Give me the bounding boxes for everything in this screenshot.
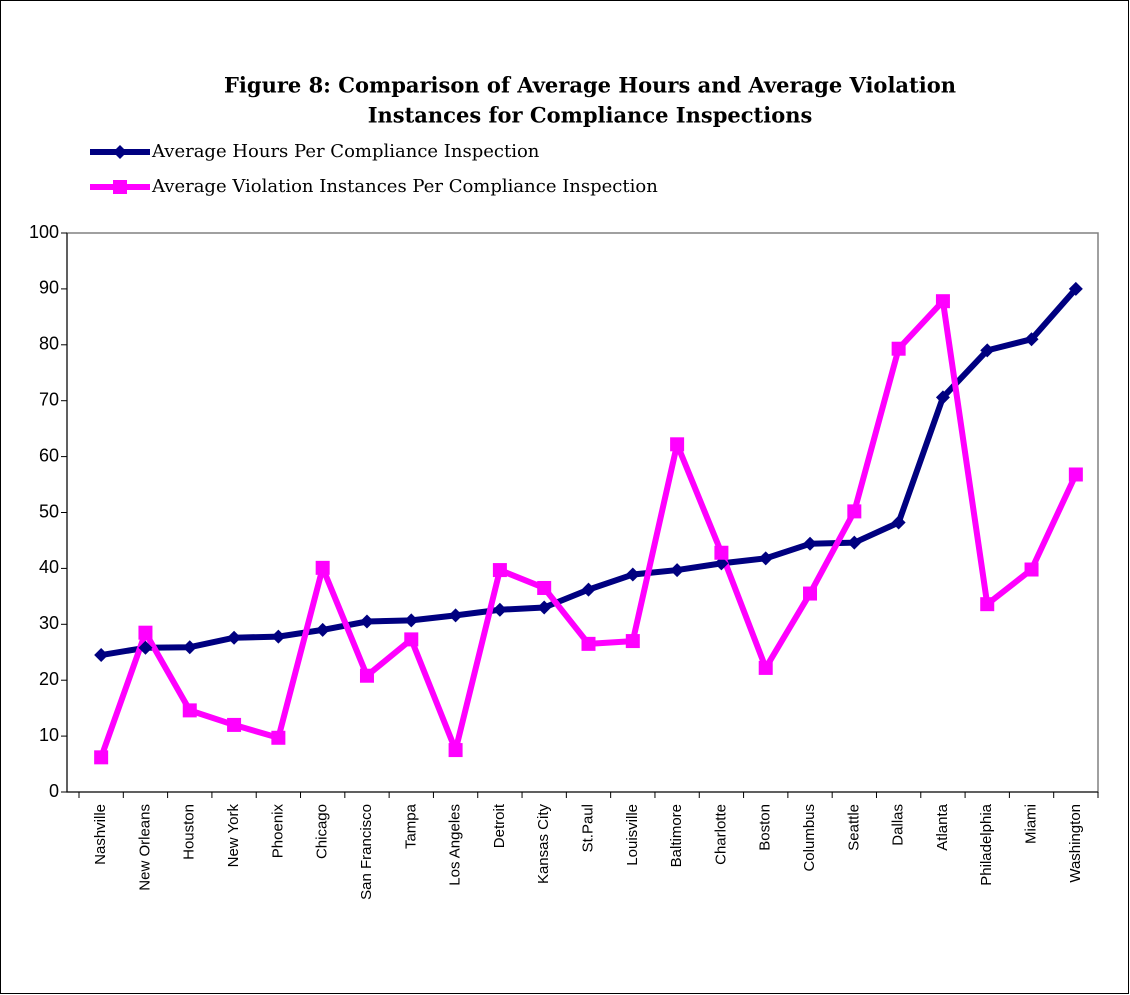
y-tick-label: 90 <box>39 278 59 298</box>
x-tick-label: Chicago <box>314 804 331 859</box>
y-tick-label: 40 <box>39 557 59 577</box>
marker <box>448 743 463 758</box>
x-tick-label: Kansas City <box>535 804 552 885</box>
x-tick-label: Los Angeles <box>447 804 464 886</box>
marker <box>758 551 773 566</box>
marker <box>891 515 906 530</box>
x-tick-label: New Orleans <box>136 804 153 891</box>
marker <box>935 294 950 309</box>
x-tick-label: San Francisco <box>358 804 375 900</box>
marker <box>758 660 773 675</box>
marker <box>891 341 906 356</box>
x-tick-label: Nashville <box>92 804 109 865</box>
marker <box>492 602 507 617</box>
marker <box>315 622 330 637</box>
y-tick-label: 80 <box>39 334 59 354</box>
marker <box>935 390 950 405</box>
marker <box>271 629 286 644</box>
marker <box>803 586 818 601</box>
marker <box>581 636 596 651</box>
x-tick-label: Houston <box>181 804 198 860</box>
marker <box>182 640 197 655</box>
marker <box>625 567 640 582</box>
marker <box>847 504 862 519</box>
legend-marker <box>113 145 127 159</box>
marker <box>1024 332 1039 347</box>
marker <box>803 536 818 551</box>
marker <box>670 563 685 578</box>
x-tick-label: Boston <box>757 804 774 851</box>
marker <box>271 730 286 745</box>
marker <box>359 668 374 683</box>
marker <box>537 580 552 595</box>
marker <box>1024 562 1039 577</box>
x-tick-label: Phoenix <box>269 804 286 859</box>
marker <box>404 613 419 628</box>
marker <box>670 437 685 452</box>
legend-label: Average Violation Instances Per Complian… <box>151 176 658 197</box>
marker <box>714 545 729 560</box>
marker <box>315 560 330 575</box>
y-tick-label: 30 <box>39 613 59 633</box>
x-tick-label: Washington <box>1067 804 1084 883</box>
marker <box>492 563 507 578</box>
marker <box>448 608 463 623</box>
marker <box>227 630 242 645</box>
marker <box>714 556 729 571</box>
y-tick-label: 70 <box>39 389 59 409</box>
x-tick-label: Seattle <box>845 804 862 851</box>
marker <box>404 632 419 647</box>
marker <box>847 535 862 550</box>
x-tick-label: New York <box>225 804 242 868</box>
marker <box>94 648 109 663</box>
x-tick-label: Louisville <box>624 804 641 866</box>
marker <box>138 625 153 640</box>
x-tick-label: Columbus <box>801 804 818 872</box>
x-tick-label: Atlanta <box>934 803 951 850</box>
x-tick-label: Dallas <box>890 804 907 846</box>
legend-marker <box>113 180 127 194</box>
x-tick-label: Philadelphia <box>978 803 995 885</box>
x-tick-label: Charlotte <box>712 804 729 865</box>
x-tick-label: Detroit <box>491 803 508 848</box>
marker <box>980 343 995 358</box>
x-tick-label: St.Paul <box>579 804 596 852</box>
marker <box>94 750 109 765</box>
x-tick-label: Baltimore <box>668 804 685 867</box>
marker <box>980 597 995 612</box>
y-tick-label: 100 <box>29 222 59 242</box>
chart-title: Instances for Compliance Inspections <box>368 103 813 128</box>
y-tick-label: 20 <box>39 669 59 689</box>
series-line <box>100 286 1079 659</box>
marker <box>1068 281 1083 296</box>
series-line <box>98 298 1079 759</box>
marker <box>581 582 596 597</box>
marker <box>359 614 374 629</box>
legend-label: Average Hours Per Compliance Inspection <box>151 141 540 162</box>
marker <box>182 703 197 718</box>
marker <box>1068 467 1083 482</box>
x-tick-label: Tampa <box>402 803 419 849</box>
y-tick-label: 10 <box>39 725 59 745</box>
y-tick-label: 50 <box>39 501 59 521</box>
marker <box>227 717 242 732</box>
marker <box>625 634 640 649</box>
y-tick-label: 60 <box>39 445 59 465</box>
marker <box>138 640 153 655</box>
marker <box>537 600 552 615</box>
x-tick-label: Miami <box>1023 804 1040 844</box>
y-tick-label: 0 <box>49 781 59 801</box>
chart-title: Figure 8: Comparison of Average Hours an… <box>224 73 956 98</box>
